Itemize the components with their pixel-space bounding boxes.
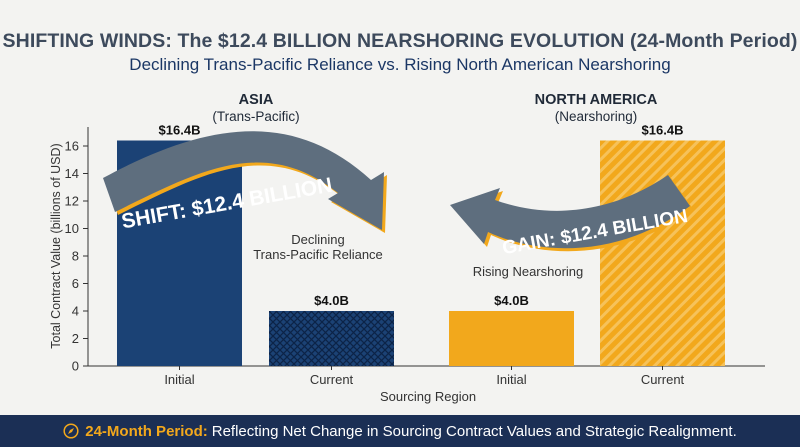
- footer-label: 24-Month Period:: [85, 422, 208, 440]
- rising-annotation: Rising Nearshoring: [473, 264, 584, 279]
- declining-annotation-line2: Trans-Pacific Reliance: [253, 247, 383, 262]
- bar-1: [269, 311, 394, 366]
- bar-2: [449, 311, 574, 366]
- compass-icon: [63, 423, 79, 439]
- group-label-north-america: NORTH AMERICA: [535, 92, 658, 108]
- bar-value-label: $16.4B: [642, 123, 684, 138]
- group-label-asia: ASIA: [239, 92, 274, 108]
- chart-title: SHIFTING WINDS: The $12.4 BILLION NEARSH…: [2, 30, 798, 52]
- group-sublabel-north-america: (Nearshoring): [555, 109, 638, 124]
- y-axis-label: Total Contract Value (billions of USD): [49, 143, 63, 348]
- bar-value-label: $16.4B: [159, 123, 201, 138]
- gain-arrow-icon: [450, 175, 693, 252]
- group-sublabel-asia: (Trans-Pacific): [212, 109, 299, 124]
- x-axis-label: Sourcing Region: [380, 389, 476, 404]
- x-tick-label: Initial: [164, 372, 194, 387]
- y-tick-label: 8: [72, 249, 79, 264]
- y-tick-label: 6: [72, 276, 79, 291]
- footer-banner: 24-Month Period: Reflecting Net Change i…: [0, 415, 800, 447]
- y-tick-label: 12: [65, 194, 79, 209]
- y-tick-label: 14: [65, 166, 79, 181]
- bar-chart: 0 2 4 6 8 10 12 14 16 Total Contract Value (bill…: [49, 92, 765, 404]
- bar-value-label: $4.0B: [314, 293, 349, 308]
- y-tick-label: 0: [72, 359, 79, 374]
- footer-text: Reflecting Net Change in Sourcing Contra…: [211, 422, 737, 440]
- x-tick-label: Initial: [496, 372, 526, 387]
- x-tick-label: Current: [641, 372, 685, 387]
- chart-subtitle: Declining Trans-Pacific Reliance vs. Ris…: [129, 55, 671, 74]
- bar-value-label: $4.0B: [494, 293, 529, 308]
- y-tick-label: 2: [72, 331, 79, 346]
- y-tick-label: 16: [65, 139, 79, 154]
- shift-arrow-icon: [103, 131, 387, 233]
- bar-3: [600, 140, 725, 366]
- y-tick-label: 10: [65, 221, 79, 236]
- y-tick-label: 4: [72, 304, 79, 319]
- x-tick-label: Current: [310, 372, 354, 387]
- declining-annotation-line1: Declining: [291, 232, 344, 247]
